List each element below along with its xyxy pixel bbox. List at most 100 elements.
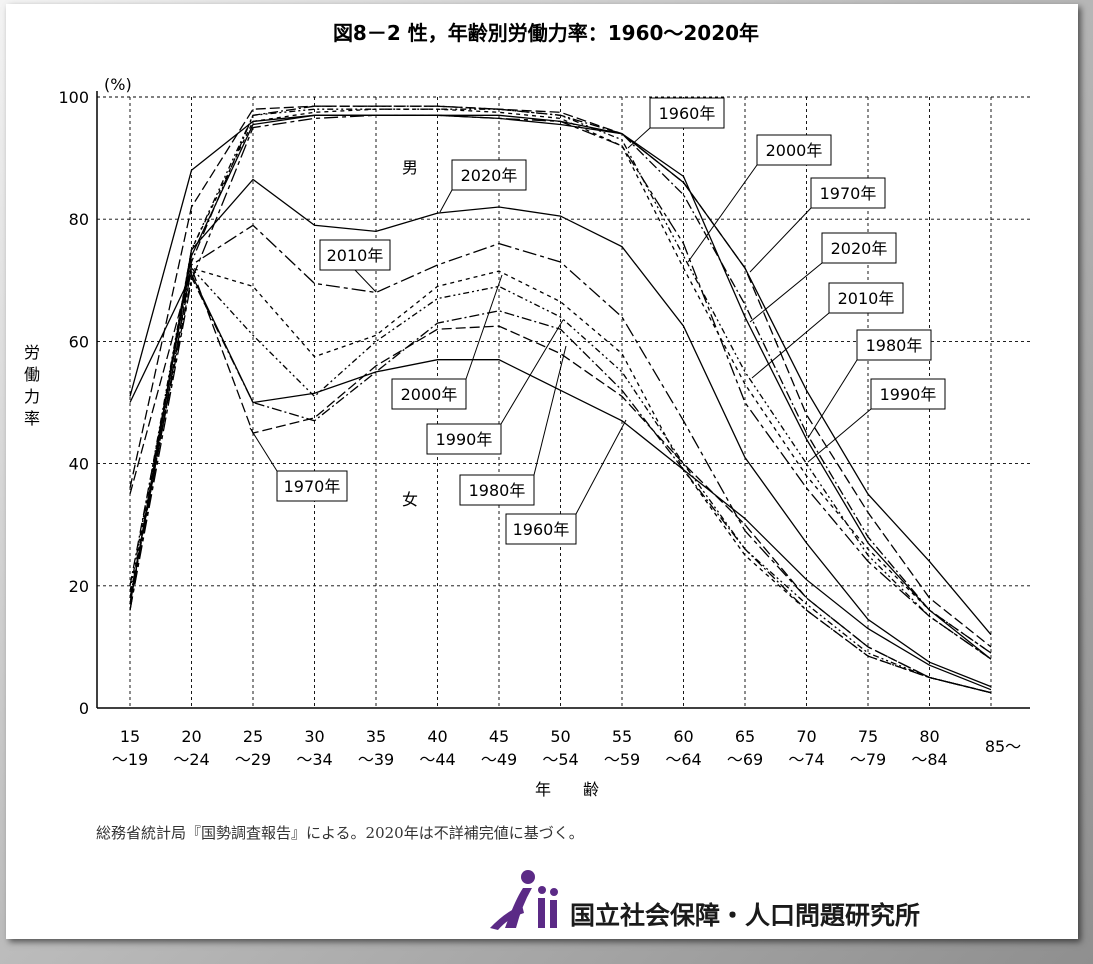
source-note: 総務省統計局『国勢調査報告』による。2020年は不詳補完値に基づく。 xyxy=(96,824,584,842)
series-lines xyxy=(129,105,992,694)
annotation-box xyxy=(821,232,897,264)
x-tick-label: 20 xyxy=(181,727,201,746)
series-line-male-2000 xyxy=(129,108,992,654)
annotation-leader xyxy=(500,319,564,425)
annotation-leader xyxy=(439,189,453,213)
x-tick-label: ～74 xyxy=(788,750,824,769)
annotation-box xyxy=(459,474,535,506)
x-tick-label: ～44 xyxy=(419,750,455,769)
series-line-female-2010 xyxy=(129,224,992,694)
y-tick-label: 0 xyxy=(79,699,89,718)
x-tick-label: 45 xyxy=(489,727,509,746)
chart-title: 図8－2 性，年齢別労働力率：1960～2020年 xyxy=(333,21,759,45)
series-line-male-2020 xyxy=(129,114,992,660)
male-label: 男 xyxy=(402,158,418,177)
annotation-label: 2010年 xyxy=(327,246,384,265)
x-tick-label: ～24 xyxy=(173,750,209,769)
annotation-label: 1960年 xyxy=(659,104,716,123)
annotation-leader xyxy=(465,274,503,380)
organization-name: 国立社会保障・人口問題研究所 xyxy=(570,901,920,930)
y-unit-label: (%) xyxy=(104,75,132,94)
x-tick-label: ～59 xyxy=(604,750,640,769)
annotation-label: 2010年 xyxy=(838,289,895,308)
annotation-label: 1970年 xyxy=(284,477,341,496)
female-label: 女 xyxy=(402,490,418,509)
annotation-leader xyxy=(575,419,627,515)
annotation-box xyxy=(505,513,577,545)
x-tick-label: ～64 xyxy=(665,750,701,769)
annotation-label: 2020年 xyxy=(831,239,888,258)
annotation-label: 1960年 xyxy=(513,520,570,539)
annotation-leader xyxy=(627,127,651,149)
grid xyxy=(96,91,1030,709)
x-tick-label: ～49 xyxy=(481,750,517,769)
annotation-leader xyxy=(749,262,823,323)
annotation-label: 1990年 xyxy=(880,385,937,404)
annotation-box xyxy=(856,329,932,361)
y-axis-label: 労働力率 xyxy=(24,343,40,428)
annotation-box xyxy=(451,159,527,191)
annotation-label: 2020年 xyxy=(461,166,518,185)
x-axis-label: 年 齢 xyxy=(535,780,599,799)
x-tick-label: ～54 xyxy=(542,750,578,769)
x-tick-label: 65 xyxy=(735,727,755,746)
annotation-box xyxy=(319,239,391,271)
x-tick-label: 15 xyxy=(120,727,140,746)
x-tick-label: ～19 xyxy=(112,750,148,769)
x-tick-label: ～39 xyxy=(358,750,394,769)
chart-panel xyxy=(6,4,1078,939)
series-line-female-1960 xyxy=(129,272,992,691)
y-tick-label: 60 xyxy=(69,332,89,351)
y-tick-label: 20 xyxy=(69,577,89,596)
series-line-female-1980 xyxy=(129,275,992,694)
x-tick-label: 60 xyxy=(673,727,693,746)
y-tick-label: 80 xyxy=(69,210,89,229)
series-line-female-2000 xyxy=(129,267,992,694)
x-tick-label: 80 xyxy=(919,727,939,746)
x-tick-label: 50 xyxy=(550,727,570,746)
annotation-box xyxy=(870,378,946,410)
series-line-male-1970 xyxy=(129,105,992,648)
y-tick-label: 40 xyxy=(69,455,89,474)
annotation-box xyxy=(810,177,886,209)
series-line-female-1990 xyxy=(129,266,992,694)
annotation-leader xyxy=(354,269,377,293)
annotation-leader xyxy=(533,345,567,476)
annotation-box xyxy=(391,378,467,410)
x-tick-label: ～69 xyxy=(727,750,763,769)
annotation-label: 1980年 xyxy=(469,481,526,500)
annotation-box xyxy=(276,470,348,502)
annotation-label: 1990年 xyxy=(436,430,493,449)
annotation-leader xyxy=(749,207,812,273)
x-tick-label: ～29 xyxy=(235,750,271,769)
annotation-box xyxy=(649,97,725,129)
series-line-male-2010 xyxy=(129,114,992,660)
x-tick-label: 30 xyxy=(304,727,324,746)
annotation-leader xyxy=(249,427,278,472)
x-tick-label: ～79 xyxy=(850,750,886,769)
annotation-leader xyxy=(807,359,858,439)
x-tick-label: 40 xyxy=(427,727,447,746)
series-line-female-1970 xyxy=(129,265,992,694)
annotation-leader xyxy=(687,164,758,263)
x-tick-label: 85～ xyxy=(985,737,1021,756)
annotations: 1960年 2000年 1970年 2020年 2010年 1980年 1990年 2020年… xyxy=(249,97,946,545)
y-tick-label: 100 xyxy=(58,88,89,107)
organization-logo-icon xyxy=(490,870,558,930)
x-tick-label: 75 xyxy=(858,727,878,746)
x-tick-label: 55 xyxy=(612,727,632,746)
annotation-box xyxy=(426,423,502,455)
x-tick-label: 35 xyxy=(366,727,386,746)
x-tick-label: ～34 xyxy=(296,750,332,769)
series-line-female-2020 xyxy=(129,178,992,688)
annotation-label: 2000年 xyxy=(401,385,458,404)
annotation-leader xyxy=(751,312,830,379)
x-tick-label: ～84 xyxy=(911,750,947,769)
annotation-leader xyxy=(807,408,872,463)
x-tick-label: 70 xyxy=(796,727,816,746)
axis-ticks: 0 20 40 60 80 100 15 ～19 20 ～24 25 ～29 30 ～34 35 ～39 40 ～… xyxy=(58,88,1021,769)
annotation-label: 2000年 xyxy=(766,141,823,160)
annotation-label: 1970年 xyxy=(820,184,877,203)
